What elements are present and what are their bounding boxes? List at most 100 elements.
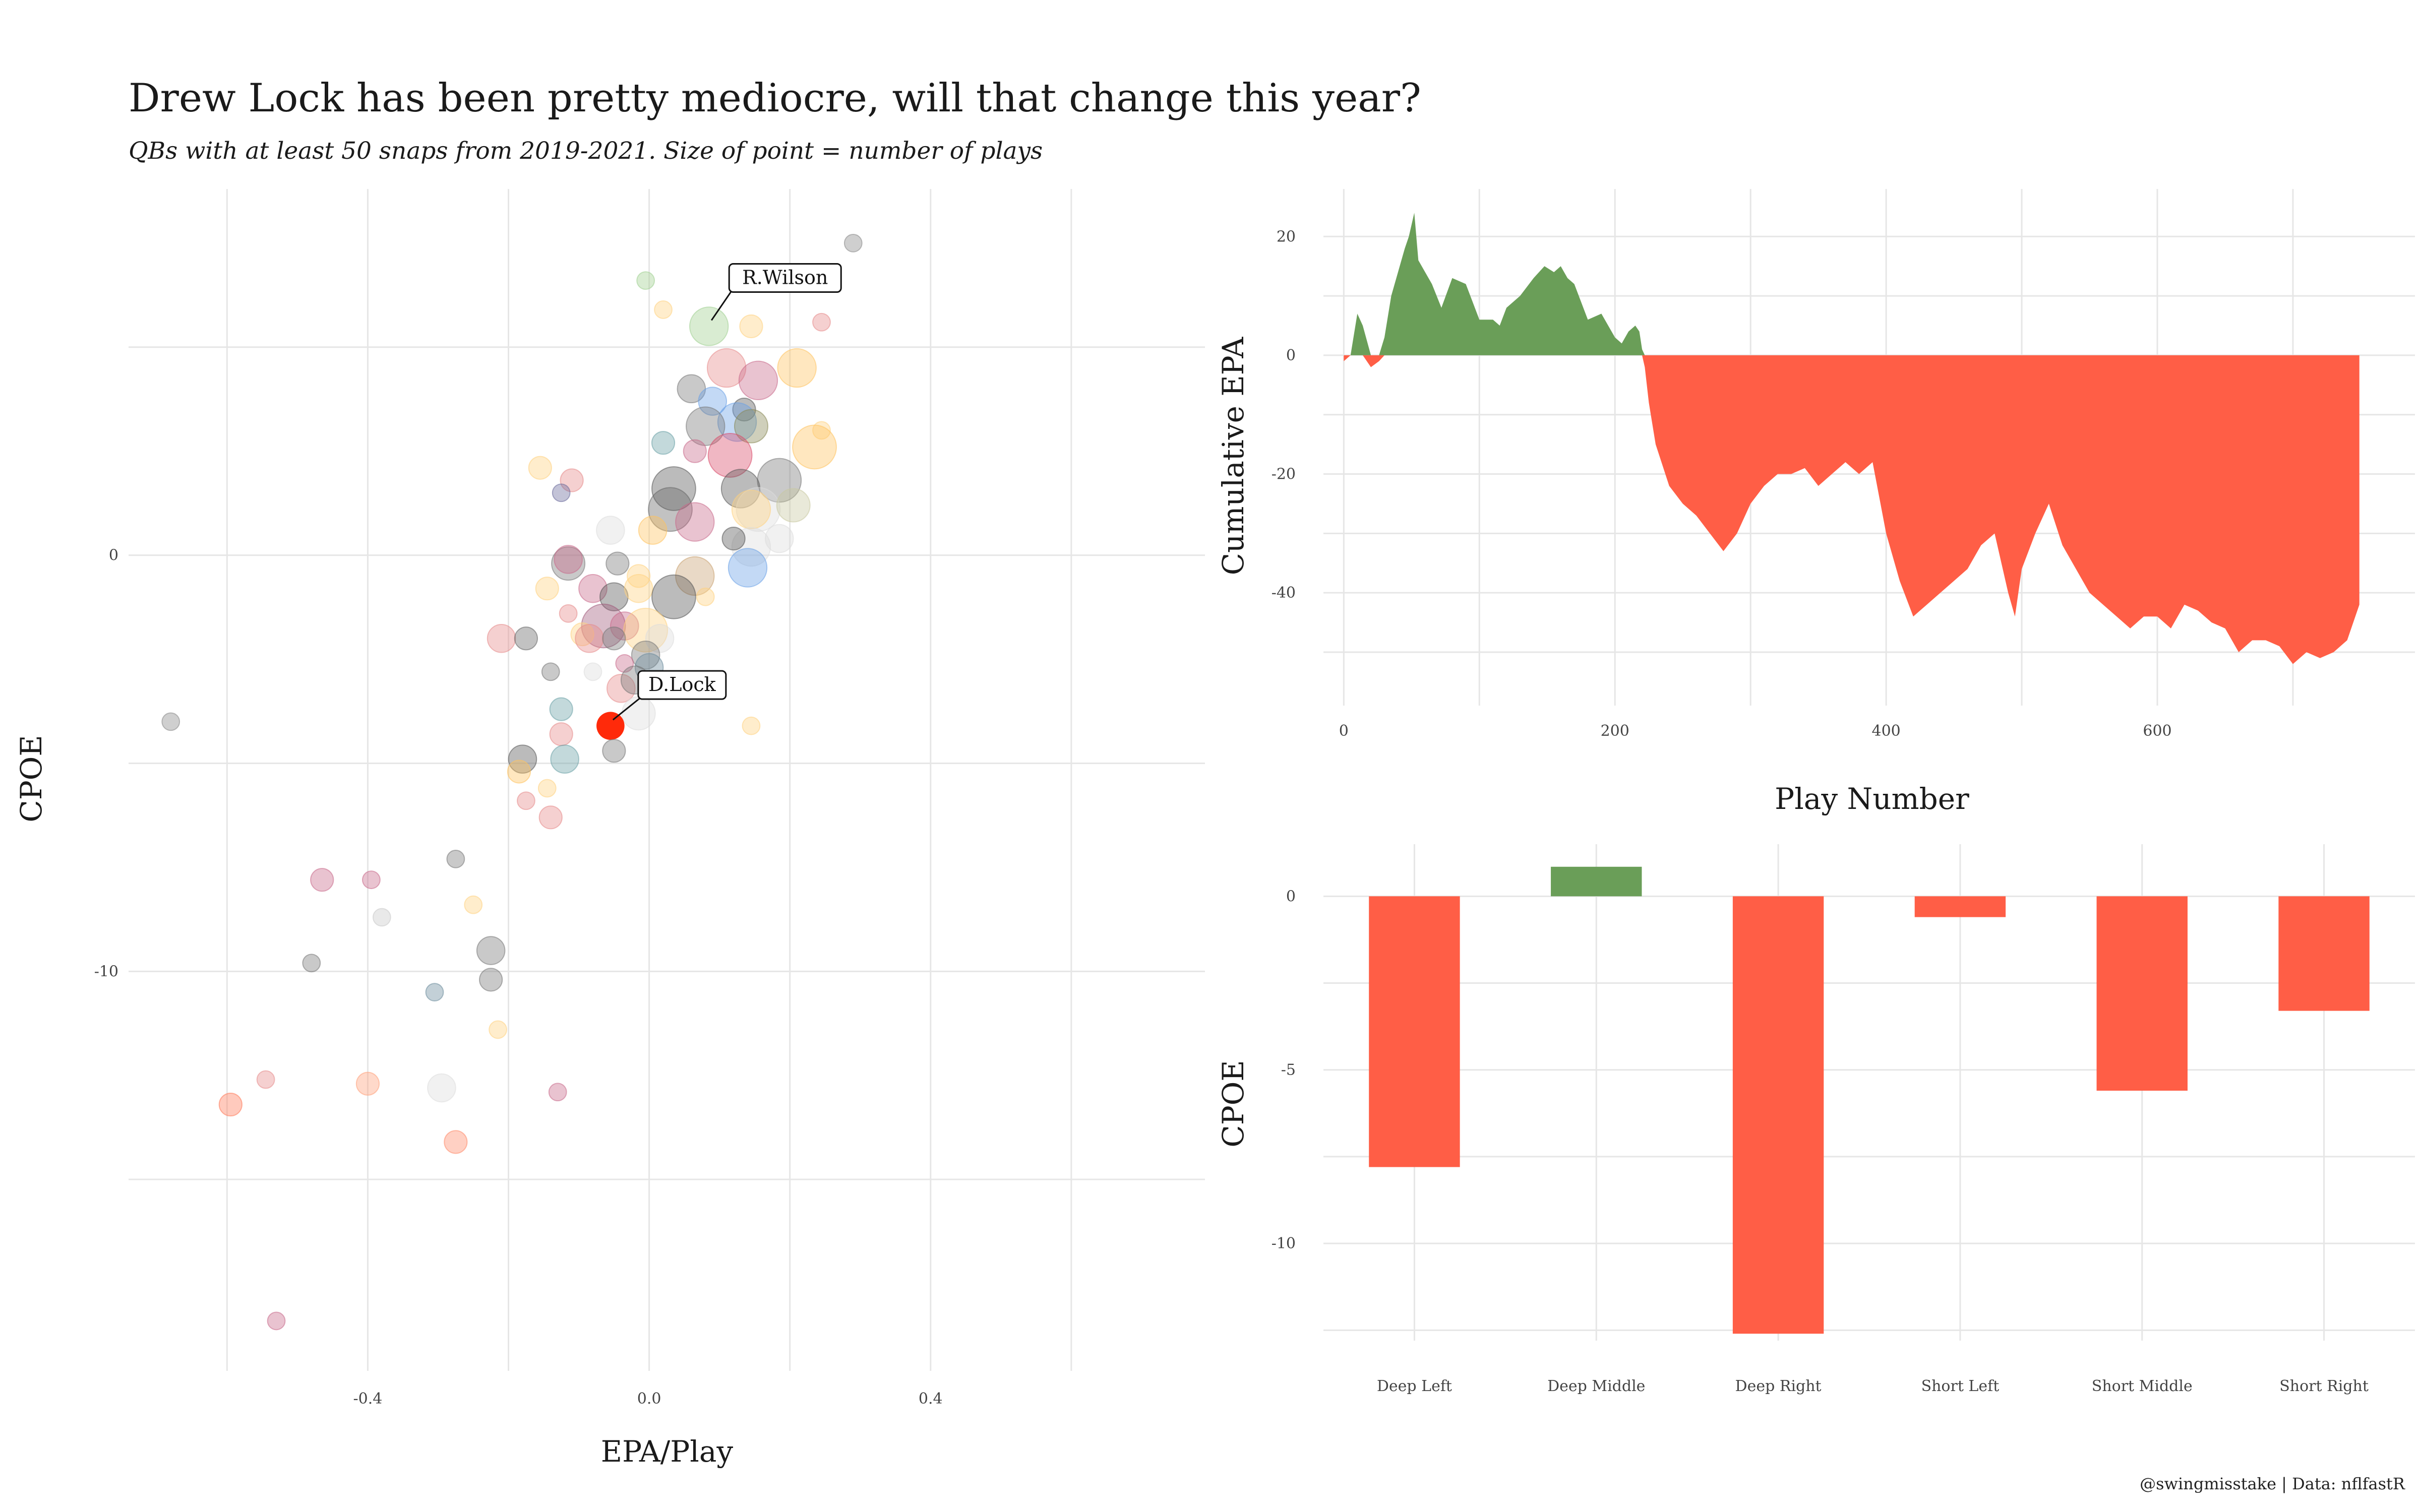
annotation-label-box <box>728 263 842 293</box>
area-x-axis-title: Play Number <box>1775 782 1969 816</box>
data-point <box>514 626 538 651</box>
scatter-tick-labels: -0.4 0.0 0.4 0 -10 <box>94 547 943 1408</box>
data-point <box>551 546 586 581</box>
data-point <box>559 604 578 623</box>
data-point <box>256 1070 275 1089</box>
data-point <box>675 502 715 542</box>
data-point <box>444 1130 468 1154</box>
data-point <box>310 868 334 892</box>
data-point <box>721 526 746 551</box>
x-tick-label: -0.4 <box>353 1390 383 1408</box>
data-point <box>736 487 781 532</box>
annotation-label: R.Wilson <box>742 266 828 288</box>
data-point <box>302 954 321 973</box>
data-point <box>372 908 391 927</box>
data-point <box>624 574 653 603</box>
data-point <box>583 662 602 681</box>
data-point <box>731 489 771 529</box>
data-point <box>621 696 656 731</box>
bar-y-axis-title: CPOE <box>1216 1060 1250 1147</box>
data-point <box>627 564 651 588</box>
data-point <box>535 577 559 601</box>
chart-title: Drew Lock has been pretty mediocre, will… <box>129 76 1421 121</box>
negative-area <box>1344 355 2360 664</box>
data-point <box>636 271 655 290</box>
bar <box>1732 896 1824 1334</box>
data-point <box>479 968 503 992</box>
data-point <box>548 1083 567 1102</box>
data-point <box>267 1311 286 1331</box>
positive-area <box>1344 213 2360 355</box>
data-point <box>552 483 571 502</box>
x-tick-label: 600 <box>2143 722 2171 740</box>
y-tick-label: 20 <box>1277 228 1296 245</box>
data-point <box>599 582 629 611</box>
y-tick-label: -10 <box>94 963 118 980</box>
data-point <box>812 312 831 332</box>
x-tick-label: 400 <box>1871 722 1900 740</box>
x-tick-label: 200 <box>1601 722 1629 740</box>
data-point <box>487 623 516 653</box>
scatter-plot: R.Wilson D.Lock -0.4 0.0 0.4 0 -10 EPA/Play C… <box>14 189 1205 1469</box>
data-point <box>476 936 506 965</box>
data-point <box>570 622 594 647</box>
data-point <box>549 697 573 721</box>
data-point <box>489 1020 507 1039</box>
bar <box>1914 896 2006 917</box>
scatter-x-axis-title: EPA/Play <box>601 1434 734 1469</box>
data-point <box>651 574 696 619</box>
x-tick-label: Short Right <box>2279 1377 2369 1395</box>
data-point <box>161 712 180 731</box>
data-point <box>631 640 660 670</box>
x-tick-label: 0.4 <box>919 1390 943 1408</box>
y-tick-label: -40 <box>1272 584 1296 602</box>
data-point <box>698 387 728 416</box>
bar <box>1551 866 1642 897</box>
data-point <box>843 233 863 253</box>
data-point <box>606 674 636 703</box>
bar-grid <box>1323 844 2415 1341</box>
data-point <box>731 527 771 567</box>
annotation-leader-line <box>612 696 642 721</box>
data-point <box>738 360 778 401</box>
data-point <box>355 1072 380 1096</box>
data-point <box>425 983 444 1002</box>
data-point <box>581 603 626 649</box>
data-point <box>427 1073 456 1103</box>
data-point <box>464 895 483 914</box>
data-point <box>777 348 817 388</box>
x-tick-label: Short Left <box>1921 1377 2000 1395</box>
data-point <box>528 456 552 480</box>
annotation-label-box <box>637 670 727 700</box>
data-point <box>537 779 557 798</box>
data-point <box>717 402 757 442</box>
data-point <box>362 870 381 890</box>
chart-subtitle: QBs with at least 50 snaps from 2019-202… <box>129 137 1043 165</box>
scatter-points <box>161 233 863 1331</box>
bar <box>1369 896 1460 1167</box>
data-point <box>689 306 729 346</box>
data-point <box>734 409 768 444</box>
data-point <box>651 431 676 455</box>
data-point <box>776 488 811 523</box>
data-point <box>507 760 531 784</box>
cpoe-by-direction-plot: 0 -5 -10 Deep Left Deep Middle Deep Right Shor… <box>1216 844 2415 1395</box>
scatter-annotations: R.Wilson D.Lock <box>612 263 842 721</box>
y-tick-label: -10 <box>1272 1235 1296 1252</box>
data-point <box>675 556 715 596</box>
data-point <box>538 805 563 830</box>
y-tick-label: -20 <box>1272 466 1296 483</box>
data-point <box>606 551 630 576</box>
data-point <box>602 626 626 651</box>
data-point <box>728 548 768 588</box>
data-point-highlight <box>596 712 625 740</box>
annotation-label: D.Lock <box>648 673 716 696</box>
data-point <box>541 662 560 681</box>
area-y-axis-title: Cumulative EPA <box>1216 337 1250 576</box>
data-point <box>654 300 673 319</box>
data-point <box>706 348 747 388</box>
data-point <box>550 744 579 774</box>
y-tick-label: 0 <box>1286 347 1296 364</box>
